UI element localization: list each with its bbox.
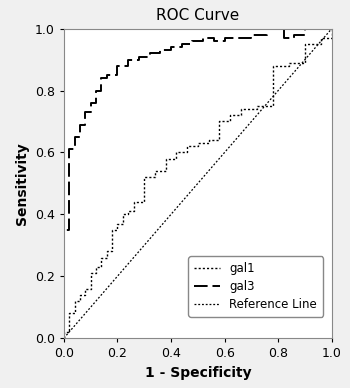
Line: gal1: gal1: [64, 29, 332, 338]
gal1: [185, 144, 189, 149]
gal3: [169, 45, 173, 50]
Y-axis label: Sensitivity: Sensitivity: [15, 142, 29, 225]
gal1: [62, 336, 66, 340]
gal3: [190, 42, 195, 47]
gal1: [330, 26, 334, 31]
gal1: [116, 227, 120, 232]
gal3: [330, 26, 334, 31]
gal3: [180, 42, 184, 47]
gal1: [89, 286, 93, 291]
gal3: [265, 26, 270, 31]
gal3: [126, 64, 130, 68]
gal3: [212, 36, 216, 40]
Legend: gal1, gal3, Reference Line: gal1, gal3, Reference Line: [188, 256, 323, 317]
gal1: [110, 227, 114, 232]
gal1: [99, 255, 104, 260]
gal3: [83, 110, 88, 114]
gal3: [62, 336, 66, 340]
Title: ROC Curve: ROC Curve: [156, 8, 239, 23]
gal1: [105, 249, 109, 254]
X-axis label: 1 - Specificity: 1 - Specificity: [145, 365, 251, 380]
Line: gal3: gal3: [64, 29, 332, 338]
